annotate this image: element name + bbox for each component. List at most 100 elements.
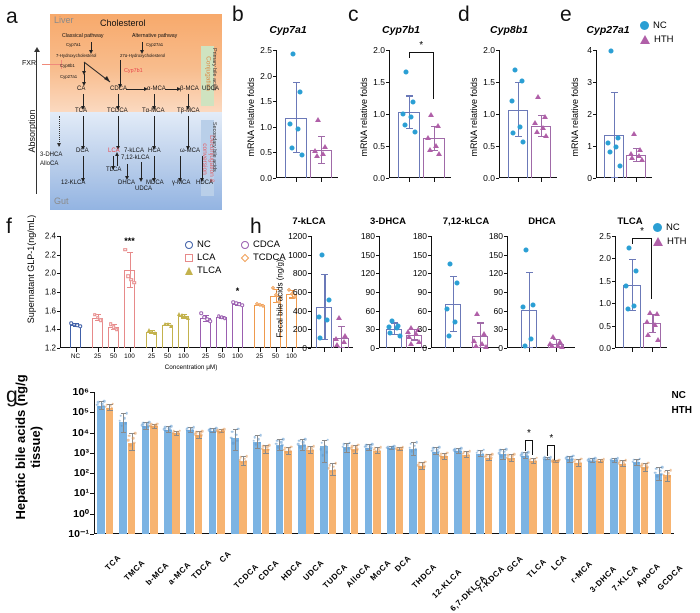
y-tick-label: 1.0: [599, 298, 611, 309]
legend-item-hth: HTH: [671, 405, 692, 416]
data-point: [252, 439, 255, 443]
y-tick-label: 1.8: [44, 287, 56, 297]
bar-hth-CA: [217, 431, 225, 534]
data-point: [165, 322, 170, 327]
y-tick: [56, 273, 60, 275]
data-point: [346, 444, 350, 447]
y-tick-label: 1200: [288, 231, 307, 241]
data-point: [237, 427, 240, 431]
bar-nc-TDCA: [186, 430, 194, 534]
x-tick-label: LCA: [549, 552, 570, 573]
data-point: [541, 114, 548, 120]
data-point: [199, 433, 203, 437]
data-point: [207, 429, 211, 432]
data-point: [574, 462, 578, 466]
data-point: [413, 331, 420, 337]
data-point: [186, 315, 190, 320]
y-tick: [307, 273, 311, 275]
data-point: [267, 443, 271, 447]
y-tick-label: 30: [365, 324, 375, 335]
data-point: [484, 453, 488, 457]
node-w-mca: ω-MCA: [180, 148, 201, 154]
y-tick: [90, 432, 94, 434]
y-tick: [385, 114, 389, 115]
data-point: [296, 442, 300, 446]
data-point: [105, 403, 109, 407]
enzyme-cyp7a1: Cyp7a1: [66, 42, 81, 47]
data-point: [557, 458, 561, 461]
chart-cyp27a1: Cyp27a1 mRNA relative folds 0 1 2 3 4: [556, 24, 660, 204]
x-tick-label: HDCA: [279, 558, 304, 583]
y-tick: [375, 329, 379, 331]
data-point: [387, 445, 390, 449]
legend-h: NC HTH: [653, 222, 687, 250]
y-tick: [272, 152, 276, 154]
data-point: [187, 429, 190, 433]
data-point: [186, 426, 189, 430]
y-tick: [495, 146, 499, 147]
y-tick: [495, 114, 499, 115]
data-point: [154, 423, 157, 427]
data-point: [447, 261, 453, 267]
x-tick-label: 100: [232, 353, 243, 360]
y-tick: [375, 236, 379, 237]
data-point: [257, 437, 260, 441]
arrow-tamca-hca: [152, 116, 156, 150]
y-axis-label: Hepatic bile acids (ng/g tissue): [13, 362, 44, 532]
data-point: [342, 442, 346, 446]
x-tick: [275, 348, 277, 352]
y-tick-label: 0: [498, 343, 503, 353]
data-point: [466, 451, 470, 455]
data-point: [410, 449, 414, 453]
y-axis: [389, 50, 391, 178]
data-point: [522, 455, 525, 458]
data-point: [459, 449, 462, 453]
y-tick-label: 150: [360, 249, 375, 260]
data-point: [409, 442, 413, 446]
data-point: [236, 439, 239, 442]
data-point: [498, 449, 502, 452]
data-point: [552, 460, 556, 464]
y-tick-label: 2.5: [599, 231, 611, 241]
data-point: [281, 437, 285, 441]
data-point: [114, 327, 119, 332]
data-point: [212, 428, 216, 432]
data-point: [173, 432, 177, 436]
data-point: [365, 447, 369, 450]
y-axis: [507, 236, 509, 348]
y-tick-label: 180: [412, 231, 427, 241]
data-point: [231, 430, 234, 434]
plot-area: 0.0 0.5 1.0 1.5 2.0 *: [373, 41, 451, 183]
data-point: [306, 445, 309, 449]
panel-letter-a: a: [6, 5, 18, 28]
data-point: [444, 306, 450, 312]
data-point: [426, 147, 433, 153]
y-tick: [56, 236, 60, 237]
x-axis: [276, 176, 338, 178]
x-tick-label: MoCA: [368, 558, 393, 583]
y-tick-label: 10¹: [73, 487, 89, 500]
data-point: [640, 462, 644, 466]
y-tick-label: 1.2: [44, 343, 56, 353]
data-point: [205, 317, 209, 322]
y-tick: [272, 178, 276, 179]
data-point: [317, 335, 323, 341]
y-tick: [90, 513, 94, 515]
x-tick-label: 100: [286, 353, 297, 360]
x-tick: [167, 348, 169, 352]
arrow-712klca-udca: [139, 162, 143, 182]
bar-nc-LCA: [543, 458, 551, 534]
data-point: [156, 422, 159, 425]
data-point: [446, 333, 452, 339]
y-tick: [90, 452, 94, 454]
y-axis: [615, 236, 617, 348]
chart-cyp8b1: Cyp8b1 mRNA relative folds 0.0 0.5 1.0 1.5 2…: [455, 24, 563, 204]
y-tick: [427, 236, 431, 237]
bar-nc-ApoCA: [632, 462, 641, 534]
legend-label-nc: NC: [197, 239, 211, 250]
arrow-amca-to-bmca: [165, 87, 181, 91]
data-point: [98, 318, 103, 322]
data-point: [303, 437, 307, 441]
data-point: [319, 252, 325, 258]
node-cdca: CDCA: [110, 86, 128, 92]
